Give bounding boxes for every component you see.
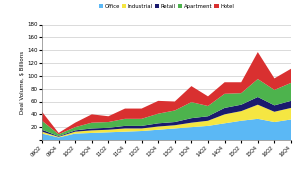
Legend: Office, Industrial, Retail, Apartment, Hotel: Office, Industrial, Retail, Apartment, H… [97, 2, 236, 11]
Y-axis label: Deal Volume, $ Billions: Deal Volume, $ Billions [20, 51, 25, 114]
